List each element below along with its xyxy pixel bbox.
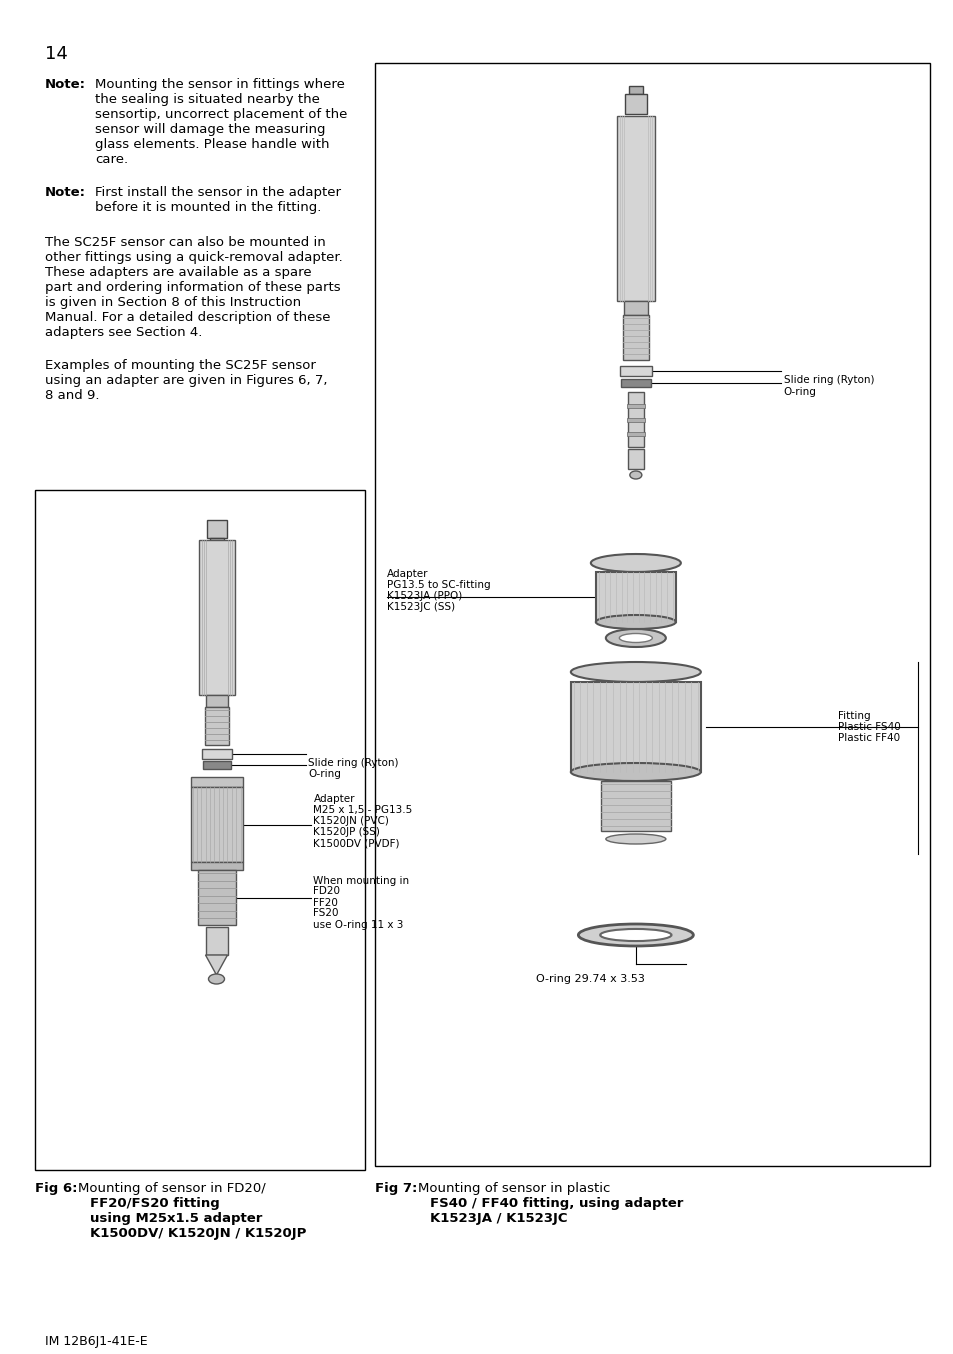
Bar xyxy=(626,403,644,408)
Text: Plastic FF40: Plastic FF40 xyxy=(837,733,900,743)
Text: glass elements. Please handle with: glass elements. Please handle with xyxy=(95,138,329,152)
Bar xyxy=(204,707,229,745)
Bar xyxy=(600,781,670,831)
Text: Note:: Note: xyxy=(45,185,86,199)
Bar xyxy=(206,520,226,538)
Bar xyxy=(191,787,242,862)
Bar xyxy=(191,777,242,787)
Text: part and ordering information of these parts: part and ordering information of these p… xyxy=(45,282,340,294)
Bar xyxy=(628,87,642,93)
Text: Plastic FS40: Plastic FS40 xyxy=(837,722,900,733)
Text: First install the sensor in the adapter: First install the sensor in the adapter xyxy=(95,185,340,199)
Bar xyxy=(201,749,232,760)
Bar xyxy=(191,862,242,871)
Text: IM 12B6J1-41E-E: IM 12B6J1-41E-E xyxy=(45,1335,148,1349)
Text: The SC25F sensor can also be mounted in: The SC25F sensor can also be mounted in xyxy=(45,236,325,249)
Bar xyxy=(617,116,654,301)
Text: sensortip, uncorrect placement of the: sensortip, uncorrect placement of the xyxy=(95,108,347,121)
Text: Adapter: Adapter xyxy=(387,569,428,580)
Text: K1520JN (PVC): K1520JN (PVC) xyxy=(314,816,389,826)
Text: K1520JP (SS): K1520JP (SS) xyxy=(314,827,380,838)
Text: Fitting: Fitting xyxy=(837,711,870,720)
Ellipse shape xyxy=(599,929,671,941)
Text: Examples of mounting the SC25F sensor: Examples of mounting the SC25F sensor xyxy=(45,359,315,372)
Text: Slide ring (Ryton): Slide ring (Ryton) xyxy=(308,758,398,768)
Text: PG13.5 to SC-fitting: PG13.5 to SC-fitting xyxy=(387,580,490,590)
Text: Note:: Note: xyxy=(45,79,86,91)
Text: other fittings using a quick-removal adapter.: other fittings using a quick-removal ada… xyxy=(45,250,342,264)
Text: before it is mounted in the fitting.: before it is mounted in the fitting. xyxy=(95,200,321,214)
Bar xyxy=(35,490,365,1170)
Text: O-ring: O-ring xyxy=(783,387,816,397)
Bar xyxy=(570,682,700,772)
Text: is given in Section 8 of this Instruction: is given in Section 8 of this Instructio… xyxy=(45,297,301,309)
Bar xyxy=(210,538,223,546)
Ellipse shape xyxy=(629,471,641,479)
Text: Mounting of sensor in FD20/: Mounting of sensor in FD20/ xyxy=(78,1182,266,1196)
Text: Slide ring (Ryton): Slide ring (Ryton) xyxy=(783,375,874,385)
Bar xyxy=(624,93,646,114)
Bar xyxy=(626,432,644,436)
Text: the sealing is situated nearby the: the sealing is situated nearby the xyxy=(95,93,319,106)
Bar xyxy=(627,450,643,468)
Text: Mounting of sensor in plastic: Mounting of sensor in plastic xyxy=(417,1182,610,1196)
Bar xyxy=(620,379,650,387)
Text: K1523JA (PPO): K1523JA (PPO) xyxy=(387,590,462,601)
Text: When mounting in: When mounting in xyxy=(314,876,409,886)
Text: Fig 6:: Fig 6: xyxy=(35,1182,82,1196)
Text: using M25x1.5 adapter: using M25x1.5 adapter xyxy=(90,1212,262,1225)
Text: 14: 14 xyxy=(45,45,68,64)
Ellipse shape xyxy=(578,923,693,946)
Text: O-ring: O-ring xyxy=(308,769,341,779)
Ellipse shape xyxy=(209,974,224,984)
Text: M25 x 1,5 - PG13.5: M25 x 1,5 - PG13.5 xyxy=(314,806,413,815)
Ellipse shape xyxy=(596,615,675,630)
Text: FD20: FD20 xyxy=(314,887,340,896)
Text: care.: care. xyxy=(95,153,128,167)
Text: FF20/FS20 fitting: FF20/FS20 fitting xyxy=(90,1197,219,1210)
Bar xyxy=(622,315,648,360)
Text: K1523JC (SS): K1523JC (SS) xyxy=(387,603,455,612)
Bar xyxy=(627,393,643,447)
Bar xyxy=(198,540,234,695)
Text: O-ring 29.74 x 3.53: O-ring 29.74 x 3.53 xyxy=(536,974,644,984)
Text: These adapters are available as a spare: These adapters are available as a spare xyxy=(45,265,312,279)
Bar xyxy=(205,927,227,955)
Bar xyxy=(623,301,647,315)
Bar xyxy=(619,366,651,376)
Text: Adapter: Adapter xyxy=(314,795,355,804)
Bar xyxy=(202,761,231,769)
Text: FF20: FF20 xyxy=(314,898,338,907)
Text: sensor will damage the measuring: sensor will damage the measuring xyxy=(95,123,325,135)
Text: Mounting the sensor in fittings where: Mounting the sensor in fittings where xyxy=(95,79,345,91)
Bar xyxy=(375,64,929,1166)
Text: Fig 7:: Fig 7: xyxy=(375,1182,421,1196)
Text: using an adapter are given in Figures 6, 7,: using an adapter are given in Figures 6,… xyxy=(45,374,327,387)
Text: FS40 / FF40 fitting, using adapter: FS40 / FF40 fitting, using adapter xyxy=(430,1197,682,1210)
Bar xyxy=(596,571,675,621)
Text: use O-ring 11 x 3: use O-ring 11 x 3 xyxy=(314,919,403,929)
Ellipse shape xyxy=(605,630,665,647)
Text: K1500DV/ K1520JN / K1520JP: K1500DV/ K1520JN / K1520JP xyxy=(90,1227,306,1240)
Ellipse shape xyxy=(570,764,700,781)
Ellipse shape xyxy=(590,554,680,571)
Text: FS20: FS20 xyxy=(314,909,338,918)
Bar xyxy=(197,871,235,925)
Text: Manual. For a detailed description of these: Manual. For a detailed description of th… xyxy=(45,311,330,324)
Ellipse shape xyxy=(570,662,700,682)
Polygon shape xyxy=(205,955,227,975)
Ellipse shape xyxy=(605,834,665,844)
Ellipse shape xyxy=(618,634,652,643)
Text: 8 and 9.: 8 and 9. xyxy=(45,389,99,402)
Bar xyxy=(626,418,644,422)
Bar xyxy=(205,695,227,707)
Text: K1523JA / K1523JC: K1523JA / K1523JC xyxy=(430,1212,567,1225)
Text: adapters see Section 4.: adapters see Section 4. xyxy=(45,326,202,338)
Text: K1500DV (PVDF): K1500DV (PVDF) xyxy=(314,838,399,849)
